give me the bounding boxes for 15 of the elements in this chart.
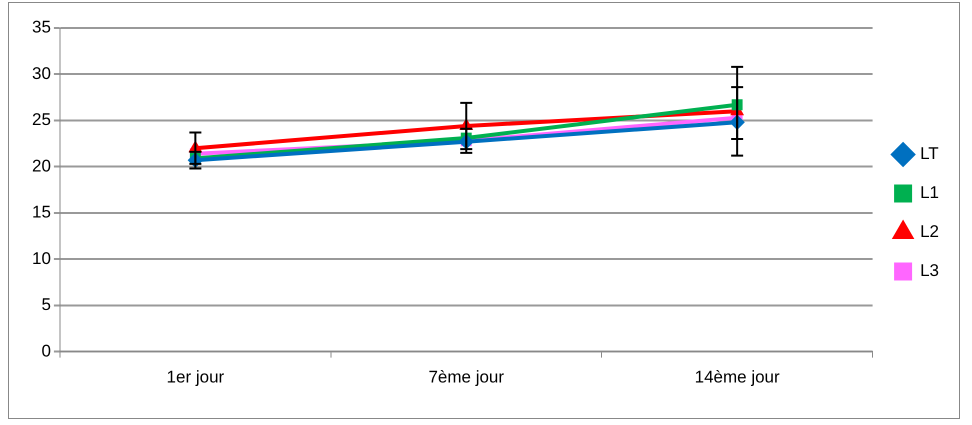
y-tick-label: 0	[41, 341, 51, 360]
x-tick-label: 1er jour	[166, 367, 225, 386]
legend-label: L1	[920, 183, 940, 202]
y-tick-label: 20	[32, 156, 51, 176]
y-tick-label: 25	[32, 110, 51, 130]
y-tick-label: 15	[32, 202, 51, 222]
y-tick-label: 10	[32, 248, 51, 268]
x-tick-label: 7ème jour	[428, 367, 504, 386]
legend-label: LT	[920, 144, 939, 164]
y-tick-label: 5	[41, 295, 51, 314]
legend-label: L3	[920, 261, 940, 280]
legend-label: L2	[920, 222, 940, 242]
y-tick-label: 30	[32, 64, 51, 83]
x-tick-label: 14ème jour	[694, 367, 780, 386]
y-tick-label: 35	[32, 18, 51, 37]
